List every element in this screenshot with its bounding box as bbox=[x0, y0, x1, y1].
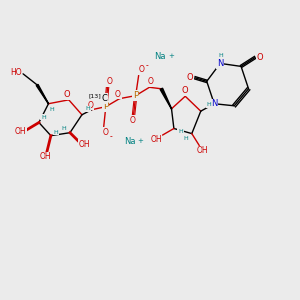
Text: H: H bbox=[207, 102, 212, 107]
Polygon shape bbox=[160, 88, 172, 109]
Text: O: O bbox=[64, 90, 70, 99]
Polygon shape bbox=[36, 84, 49, 104]
Text: P: P bbox=[103, 102, 109, 111]
Text: OH: OH bbox=[15, 127, 26, 136]
Text: H: H bbox=[54, 130, 58, 135]
Text: O: O bbox=[106, 77, 112, 86]
Text: Na: Na bbox=[154, 52, 166, 61]
Text: H: H bbox=[218, 53, 223, 58]
Text: -: - bbox=[110, 132, 112, 141]
Text: O: O bbox=[115, 90, 121, 99]
Text: H: H bbox=[41, 115, 46, 120]
Text: H: H bbox=[178, 129, 183, 134]
Text: Na: Na bbox=[124, 137, 136, 146]
Text: N: N bbox=[211, 99, 217, 108]
Text: +: + bbox=[168, 53, 174, 59]
Text: O: O bbox=[139, 65, 145, 74]
Text: H: H bbox=[49, 106, 54, 112]
Text: O: O bbox=[186, 73, 193, 82]
Text: O: O bbox=[181, 86, 188, 95]
Text: H: H bbox=[85, 106, 90, 111]
Text: OH: OH bbox=[79, 140, 90, 149]
Text: OH: OH bbox=[197, 146, 209, 155]
Text: +: + bbox=[137, 138, 143, 144]
Text: H: H bbox=[184, 136, 188, 142]
Text: OH: OH bbox=[150, 135, 162, 144]
Text: N: N bbox=[217, 59, 224, 68]
Text: [13]: [13] bbox=[89, 93, 102, 98]
Text: HO: HO bbox=[10, 68, 21, 77]
Text: H: H bbox=[61, 126, 66, 131]
Text: C: C bbox=[101, 94, 107, 103]
Text: O: O bbox=[102, 128, 108, 136]
Text: OH: OH bbox=[40, 152, 51, 161]
Text: O: O bbox=[129, 116, 135, 124]
Text: O: O bbox=[257, 53, 263, 62]
Text: -: - bbox=[146, 61, 148, 70]
Text: O: O bbox=[148, 77, 154, 86]
Text: O: O bbox=[87, 101, 93, 110]
Text: P: P bbox=[133, 91, 138, 100]
